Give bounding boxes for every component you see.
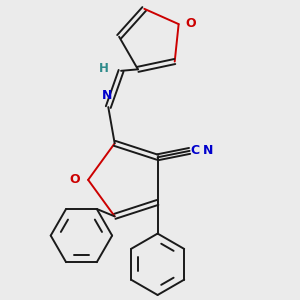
Text: N: N xyxy=(202,144,213,157)
Text: O: O xyxy=(70,173,80,186)
Text: H: H xyxy=(99,62,109,75)
Text: O: O xyxy=(185,17,196,30)
Text: C: C xyxy=(190,144,200,157)
Text: N: N xyxy=(102,89,112,102)
